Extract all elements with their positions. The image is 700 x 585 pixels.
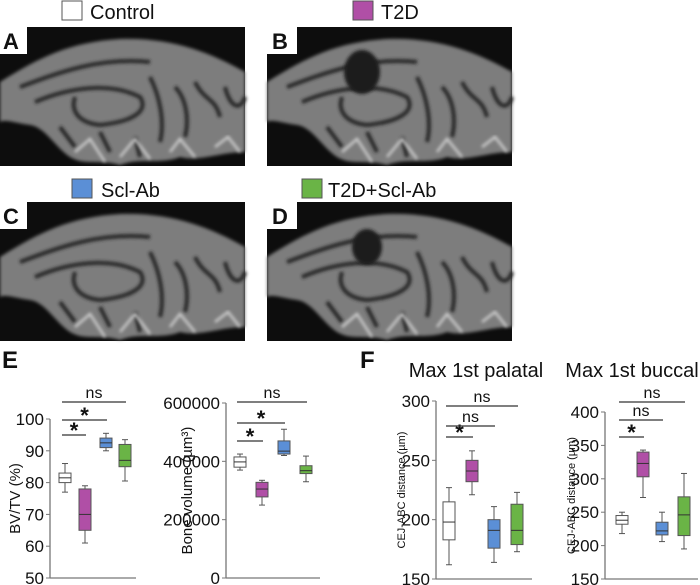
box-plot-3: 150 200 250 300 CEJ-ABC distance (µm) Max 1st… bbox=[396, 360, 543, 585]
box-t2d bbox=[255, 479, 269, 506]
legend-control: Control bbox=[61, 0, 154, 24]
box-plot-2: 0 200000 400000 600000 Bone volume (µm³) ** ns bbox=[163, 385, 320, 585]
significance-label: * bbox=[80, 403, 89, 428]
box-control bbox=[58, 463, 72, 493]
iqr-box bbox=[299, 465, 313, 475]
y-axis-label: Bone volume (µm³) bbox=[179, 427, 196, 555]
significance-label: ns bbox=[462, 409, 479, 426]
significance-label: * bbox=[246, 424, 255, 449]
box-t2d bbox=[636, 449, 650, 499]
panel-letter: B bbox=[272, 29, 288, 54]
microct-image-t2d-scl-ab bbox=[267, 202, 512, 341]
significance-label: ns bbox=[86, 385, 103, 402]
box-t2d-scl-ab bbox=[510, 491, 524, 553]
y-tick-label: 80 bbox=[25, 474, 44, 493]
iqr-box bbox=[655, 521, 669, 536]
significance-label: * bbox=[627, 420, 636, 445]
y-axis-label: CEJ-ABC distance (µm) bbox=[396, 432, 408, 549]
legend-t2d: T2D bbox=[352, 0, 419, 24]
box-t2d-scl-ab bbox=[118, 439, 132, 482]
y-tick-label: 400000 bbox=[163, 452, 220, 471]
panel-a: A bbox=[0, 27, 245, 166]
legend-swatch bbox=[61, 0, 83, 21]
legend-label: T2D bbox=[381, 2, 419, 24]
iqr-box bbox=[255, 481, 269, 498]
box-t2d-scl-ab bbox=[677, 472, 691, 550]
box-control bbox=[615, 511, 629, 535]
box-scl-ab bbox=[277, 428, 291, 456]
box-plot-4: 150 200 250 300 350 400 CEJ-ABC distance (µm) M… bbox=[565, 360, 698, 585]
iqr-box bbox=[442, 501, 456, 541]
y-tick-label: 200 bbox=[571, 537, 599, 556]
legend-t2d-scl-ab: T2D+Scl-Ab bbox=[301, 178, 436, 202]
box-scl-ab bbox=[655, 511, 669, 543]
significance-label: ns bbox=[644, 385, 661, 402]
iqr-box bbox=[277, 440, 291, 455]
significance-label: ns bbox=[264, 385, 281, 402]
chart-title: Max 1st buccal bbox=[565, 360, 698, 382]
significance-label: * bbox=[257, 406, 266, 431]
box-scl-ab bbox=[487, 506, 501, 563]
panel-c: C bbox=[0, 202, 245, 341]
box-t2d bbox=[78, 485, 92, 544]
y-tick-label: 150 bbox=[402, 570, 430, 585]
panel-d: D bbox=[267, 202, 512, 341]
box-t2d bbox=[465, 450, 479, 496]
y-tick-label: 150 bbox=[571, 570, 599, 585]
box-control bbox=[442, 487, 456, 566]
panel-letter: A bbox=[3, 29, 19, 54]
significance-label: ns bbox=[633, 403, 650, 420]
y-tick-label: 200 bbox=[402, 511, 430, 530]
y-tick-label: 70 bbox=[25, 505, 44, 524]
significance-label: * bbox=[455, 420, 464, 445]
box-scl-ab bbox=[99, 432, 113, 452]
y-tick-label: 60 bbox=[25, 537, 44, 556]
significance-label: * bbox=[70, 418, 79, 443]
legend-label: Scl-Ab bbox=[101, 180, 160, 202]
chart-title: Max 1st palatal bbox=[409, 360, 544, 382]
iqr-box bbox=[487, 519, 501, 549]
y-tick-label: 100 bbox=[16, 410, 44, 429]
y-tick-label: 300 bbox=[402, 392, 430, 411]
iqr-box bbox=[78, 488, 92, 531]
y-tick-label: 200000 bbox=[163, 511, 220, 530]
significance-label: ns bbox=[474, 389, 491, 406]
y-tick-label: 350 bbox=[571, 436, 599, 455]
panel-b: B bbox=[267, 27, 512, 166]
box-t2d-scl-ab bbox=[299, 455, 313, 483]
microct-image-t2d bbox=[267, 27, 512, 166]
y-tick-label: 50 bbox=[25, 569, 44, 585]
legend-scl-ab: Scl-Ab bbox=[71, 178, 160, 202]
microct-image-scl-ab bbox=[0, 202, 245, 341]
panel-letter-e: E bbox=[2, 347, 18, 374]
panel-letter: D bbox=[272, 204, 288, 229]
legend-label: T2D+Scl-Ab bbox=[328, 180, 436, 202]
legend-label: Control bbox=[90, 2, 154, 24]
y-axis-label: BV/TV (%) bbox=[7, 463, 24, 534]
legend-swatch bbox=[301, 178, 323, 199]
box-control bbox=[233, 453, 247, 471]
y-tick-label: 90 bbox=[25, 442, 44, 461]
y-tick-label: 250 bbox=[571, 503, 599, 522]
microct-image-control bbox=[0, 27, 245, 166]
iqr-box bbox=[677, 496, 691, 537]
y-tick-label: 600000 bbox=[163, 394, 220, 413]
legend-swatch bbox=[352, 0, 374, 21]
panel-letter-f: F bbox=[360, 347, 375, 374]
y-tick-label: 250 bbox=[402, 451, 430, 470]
panel-letter: C bbox=[3, 204, 19, 229]
legend-swatch bbox=[71, 178, 93, 199]
y-tick-label: 300 bbox=[571, 470, 599, 489]
iqr-box bbox=[510, 503, 524, 546]
y-tick-label: 400 bbox=[571, 403, 599, 422]
y-axis-label: CEJ-ABC distance (µm) bbox=[566, 437, 578, 554]
y-tick-label: 0 bbox=[211, 569, 220, 585]
iqr-box bbox=[636, 451, 650, 478]
iqr-box bbox=[118, 443, 132, 468]
